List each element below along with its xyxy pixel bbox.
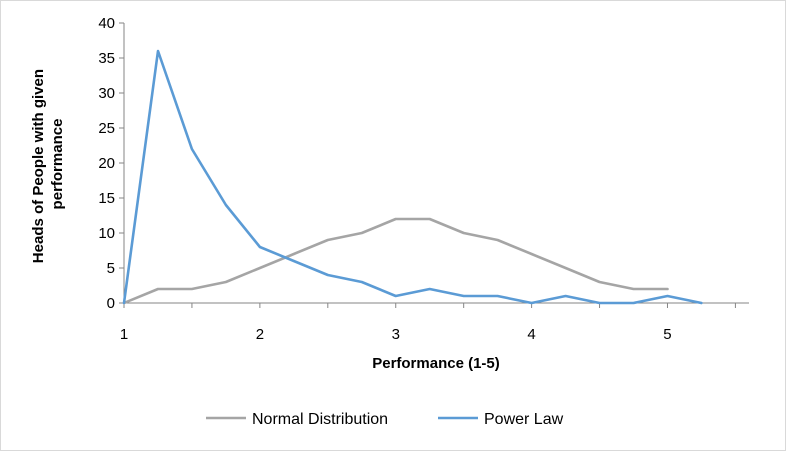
y-tick-label: 15 — [98, 190, 115, 207]
data-point-power-law — [632, 302, 635, 304]
data-point-power-law — [259, 246, 261, 248]
y-tick-label: 35 — [98, 50, 115, 67]
data-point-power-law — [327, 274, 329, 276]
data-point-power-law — [428, 288, 431, 290]
x-tick-label: 2 — [256, 326, 264, 343]
data-point-normal-distribution — [428, 218, 431, 220]
y-axis-title: Heads of People with given performance — [30, 65, 66, 263]
data-point-power-law — [666, 295, 669, 297]
data-point-normal-distribution — [327, 239, 329, 241]
data-point-power-law — [123, 302, 125, 304]
data-point-normal-distribution — [293, 253, 295, 255]
data-point-power-law — [530, 302, 533, 304]
y-tick-label: 5 — [107, 260, 115, 277]
data-point-normal-distribution — [259, 267, 261, 269]
data-point-normal-distribution — [157, 288, 159, 290]
data-point-power-law — [225, 204, 227, 206]
data-point-normal-distribution — [360, 232, 363, 234]
data-point-normal-distribution — [666, 288, 669, 290]
legend-label-power-law: Power Law — [484, 411, 564, 428]
data-point-power-law — [598, 302, 601, 304]
data-point-power-law — [360, 281, 363, 283]
series-line-normal-distribution — [122, 217, 669, 305]
y-tick-label: 25 — [98, 120, 115, 137]
x-tick-label: 3 — [392, 326, 400, 343]
y-tick-label: 0 — [107, 295, 115, 312]
data-point-normal-distribution — [564, 267, 567, 269]
data-point-normal-distribution — [632, 288, 635, 290]
data-point-power-law — [394, 295, 397, 297]
x-axis-title: Performance (1-5) — [372, 355, 500, 372]
y-axis-title-line-2: performance — [49, 119, 66, 210]
series-line-power-law — [122, 49, 703, 305]
data-point-power-law — [700, 302, 703, 304]
data-point-normal-distribution — [530, 253, 533, 255]
x-tick-label: 4 — [527, 326, 535, 343]
data-point-power-law — [496, 295, 499, 297]
data-point-normal-distribution — [225, 281, 227, 283]
legend-label-normal-distribution: Normal Distribution — [252, 411, 388, 428]
data-point-power-law — [157, 50, 159, 52]
y-tick-label: 10 — [98, 225, 115, 242]
y-tick-label: 40 — [98, 15, 115, 32]
data-point-normal-distribution — [394, 218, 397, 220]
y-tick-label: 20 — [98, 155, 115, 172]
y-tick-label: 30 — [98, 85, 115, 102]
data-point-normal-distribution — [462, 232, 465, 234]
data-point-power-law — [293, 260, 295, 262]
data-point-power-law — [191, 148, 193, 150]
legend: Normal Distribution Power Law — [206, 411, 564, 428]
plot-area: 0 5 10 15 20 25 30 35 40 1 2 3 4 5 — [98, 15, 749, 343]
data-point-power-law — [564, 295, 567, 297]
y-axis-title-line-1: Heads of People with given — [30, 69, 47, 263]
data-point-normal-distribution — [496, 239, 499, 241]
x-tick-label: 5 — [663, 326, 671, 343]
x-tick-label: 1 — [120, 326, 128, 343]
data-point-normal-distribution — [191, 288, 193, 290]
data-point-normal-distribution — [598, 281, 601, 283]
data-point-power-law — [462, 295, 465, 297]
